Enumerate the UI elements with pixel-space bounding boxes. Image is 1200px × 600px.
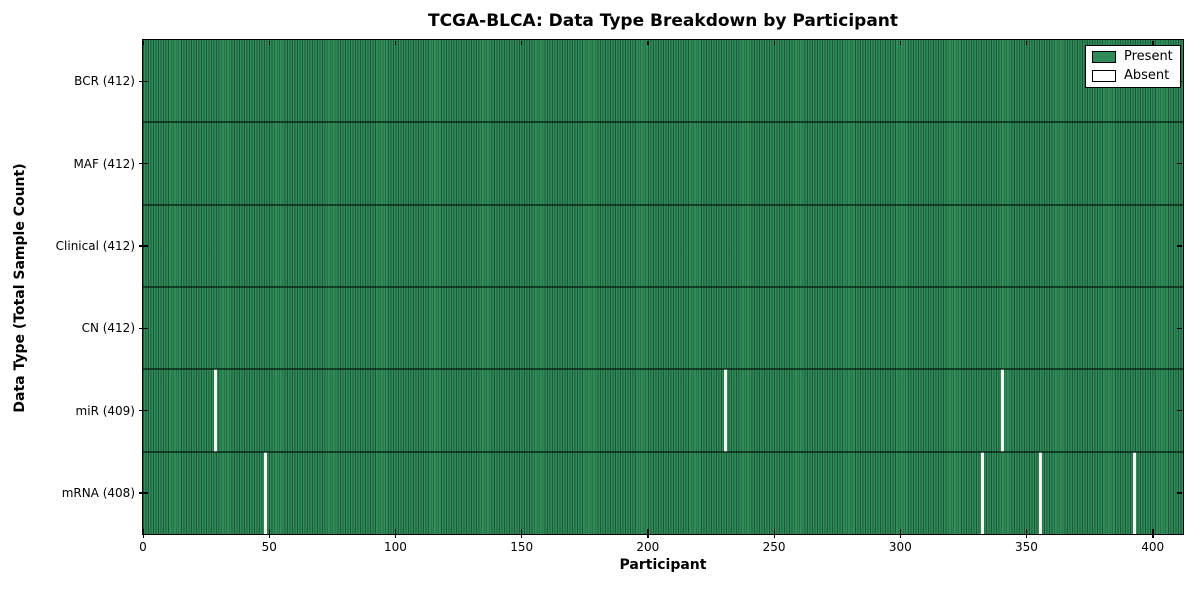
ytick-label-BCR: BCR (412)	[74, 74, 135, 89]
xtick-mark	[1025, 529, 1028, 538]
xtick-mark-top	[394, 41, 397, 45]
absent-marker-mRNA-48	[264, 451, 268, 534]
ytick-label-CN: CN (412)	[81, 321, 135, 336]
xtick-mark	[899, 529, 902, 538]
xtick-mark-top	[773, 41, 775, 45]
xtick-mark-top	[521, 41, 523, 45]
xtick-mark-top	[899, 41, 902, 45]
xtick-mark-top	[142, 41, 144, 45]
ytick-label-Clinical: Clinical (412)	[55, 238, 135, 253]
legend: Present Absent	[1085, 45, 1181, 88]
xtick-mark-top	[268, 41, 270, 45]
ytick-mark-right	[1177, 163, 1182, 165]
xtick-mark	[268, 529, 270, 538]
ytick-mark	[139, 80, 148, 82]
xtick-label-200: 200	[636, 540, 660, 554]
ytick-label-mRNA: mRNA (408)	[61, 485, 135, 500]
legend-swatch-present	[1092, 51, 1116, 63]
xtick-label-300: 300	[888, 540, 912, 554]
xtick-mark	[521, 529, 523, 538]
ytick-mark-right	[1177, 327, 1182, 329]
x-axis-title: Participant	[619, 557, 707, 573]
legend-entry-absent: Absent	[1092, 69, 1173, 83]
xtick-mark	[1152, 529, 1154, 538]
xtick-mark-top	[1025, 41, 1028, 45]
row-separator	[143, 450, 1183, 453]
legend-swatch-absent	[1092, 70, 1116, 82]
ytick-mark-right	[1177, 492, 1182, 494]
absent-marker-miR-340	[1001, 369, 1005, 452]
xtick-label-250: 250	[762, 540, 786, 554]
xtick-mark	[773, 529, 775, 538]
xtick-mark	[647, 529, 649, 538]
absent-marker-mRNA-332	[981, 451, 985, 534]
xtick-label-50: 50	[261, 540, 277, 554]
xtick-label-150: 150	[510, 540, 534, 554]
ytick-mark	[139, 492, 148, 494]
ytick-label-miR: miR (409)	[75, 403, 135, 418]
xtick-mark	[142, 529, 144, 538]
legend-label-absent: Absent	[1124, 68, 1170, 83]
plot-area	[142, 39, 1184, 535]
ytick-mark-right	[1177, 245, 1182, 247]
ytick-label-MAF: MAF (412)	[73, 156, 135, 171]
xtick-label-0: 0	[139, 540, 147, 554]
ytick-mark	[139, 245, 148, 247]
row-separator	[143, 368, 1183, 371]
absent-marker-mRNA-355	[1039, 451, 1043, 534]
xtick-mark-top	[647, 41, 649, 45]
xtick-mark	[394, 529, 397, 538]
y-axis-title: Data Type (Total Sample Count)	[12, 163, 28, 413]
absent-marker-miR-28	[213, 369, 217, 452]
absent-marker-miR-230	[723, 369, 727, 452]
xtick-mark-top	[1152, 41, 1154, 45]
row-separator	[143, 203, 1183, 206]
row-separator	[143, 286, 1183, 288]
absent-marker-mRNA-392	[1132, 451, 1136, 534]
xtick-label-350: 350	[1015, 540, 1038, 554]
row-separator	[143, 121, 1183, 124]
ytick-mark	[139, 327, 148, 329]
legend-label-present: Present	[1124, 49, 1173, 64]
ytick-mark-right	[1177, 410, 1182, 412]
chart-title: TCGA-BLCA: Data Type Breakdown by Partic…	[427, 11, 899, 31]
ytick-mark	[139, 410, 148, 412]
xtick-label-100: 100	[383, 540, 407, 554]
ytick-mark	[139, 163, 148, 165]
xtick-label-400: 400	[1141, 540, 1165, 554]
legend-entry-present: Present	[1092, 50, 1173, 64]
